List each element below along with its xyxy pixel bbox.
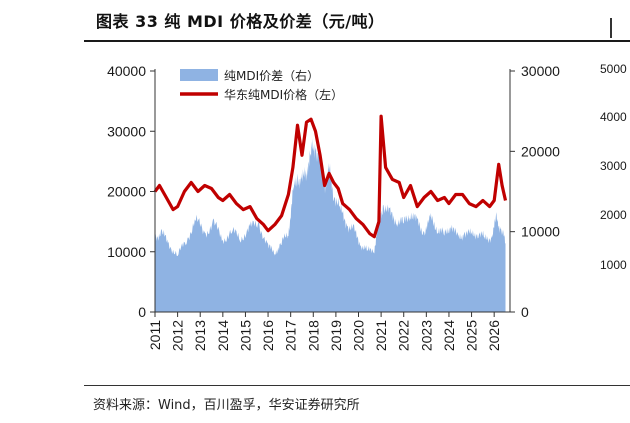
x-tick-label: 2020 [351, 320, 367, 351]
x-tick-label: 2014 [215, 320, 231, 351]
left-tick-label: 0 [138, 304, 146, 320]
adjacent-panel-edge [610, 18, 620, 38]
x-tick-label: 2023 [418, 320, 434, 351]
left-tick-label: 40000 [107, 63, 146, 79]
x-tick-label: 2021 [373, 320, 389, 351]
x-tick-label: 2022 [396, 320, 412, 351]
right-tick-label: 0 [521, 304, 529, 320]
left-tick-label: 20000 [107, 184, 146, 200]
x-tick-label: 2016 [260, 320, 276, 351]
plot-area: 0 10000 20000 30000 40000 0 10000 20000 30000 201… [107, 63, 560, 351]
adjacent-chart-axis: 1000 2000 3000 4000 5000 [600, 62, 627, 272]
right-tick-label: 30000 [521, 63, 560, 79]
chart-title: 图表 33 纯 MDI 价格及价差（元/吨） [96, 12, 385, 31]
right-tick-label: 10000 [521, 224, 560, 240]
price-line-series [153, 114, 508, 239]
x-tick-label: 2015 [237, 320, 253, 351]
side-tick-label: 4000 [600, 110, 627, 124]
side-tick-label: 3000 [600, 159, 627, 173]
x-tick-label: 2017 [283, 320, 299, 351]
legend: 纯MDI价差（右） 华东纯MDI价格（左） [180, 68, 343, 102]
x-tick-label: 2025 [464, 320, 480, 351]
x-tick-label: 2019 [328, 320, 344, 351]
source-note: 资料来源：Wind，百川盈孚，华安证券研究所 [93, 398, 360, 413]
title-divider [84, 40, 630, 42]
legend-label-spread: 纯MDI价差（右） [224, 68, 319, 83]
left-tick-label: 10000 [107, 244, 146, 260]
x-tick-label: 2024 [441, 320, 457, 351]
spread-area-series [155, 138, 506, 312]
x-tick-label: 2013 [192, 320, 208, 351]
legend-swatch-spread [180, 69, 218, 81]
x-tick-label: 2012 [170, 320, 186, 351]
x-tick-label: 2026 [486, 320, 502, 351]
x-tick-label: 2018 [305, 320, 321, 351]
legend-label-price: 华东纯MDI价格（左） [224, 87, 343, 102]
side-tick-label: 2000 [600, 208, 627, 222]
side-tick-label: 5000 [600, 62, 627, 76]
left-tick-label: 30000 [107, 123, 146, 139]
x-tick-label: 2011 [147, 320, 163, 350]
side-tick-label: 1000 [600, 258, 627, 272]
right-tick-label: 20000 [521, 143, 560, 159]
source-divider [84, 385, 630, 386]
